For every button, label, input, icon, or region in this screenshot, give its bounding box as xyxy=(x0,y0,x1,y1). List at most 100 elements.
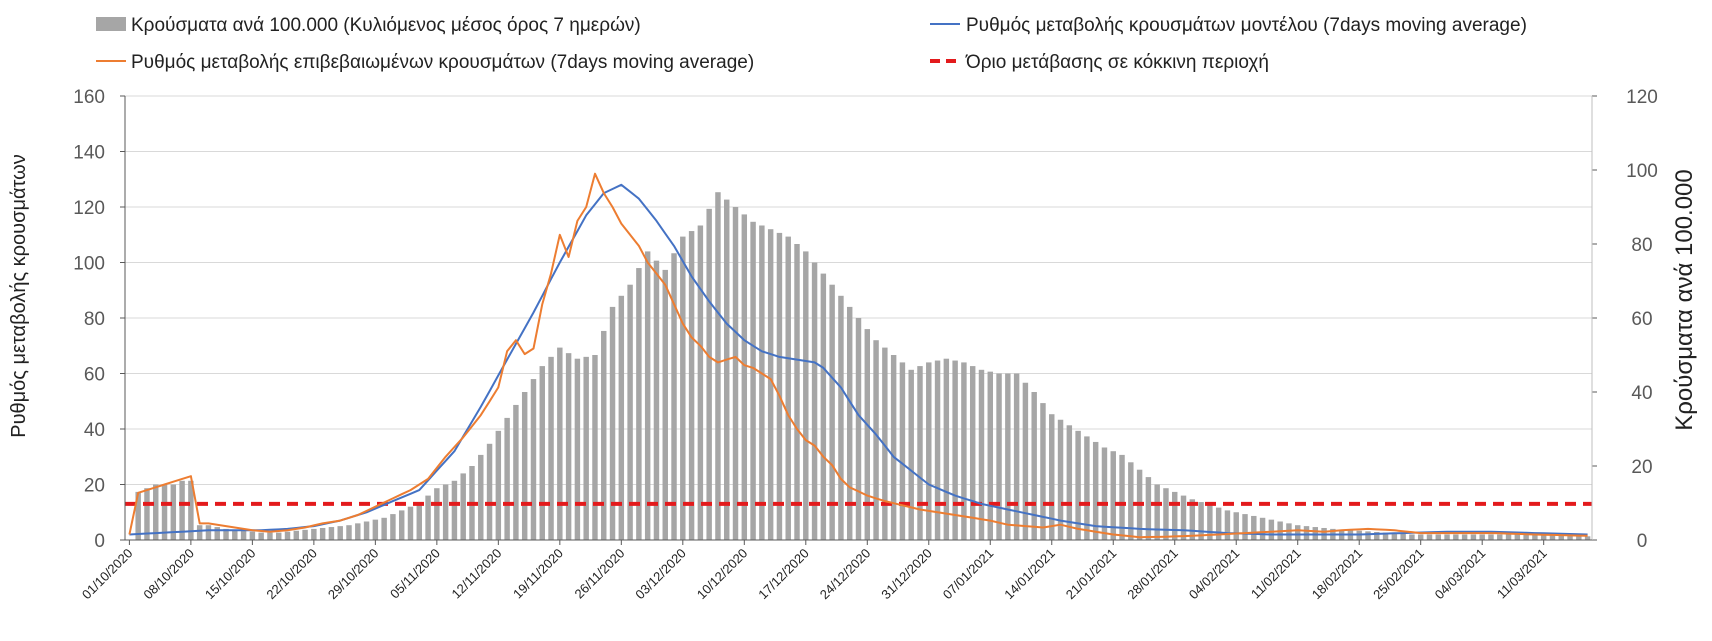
y-left-tick-label: 120 xyxy=(73,198,105,219)
y-left-tick-label: 100 xyxy=(73,254,105,275)
x-tick-label: 15/10/2020 xyxy=(202,546,259,603)
bar xyxy=(1180,495,1187,540)
bar xyxy=(557,347,563,540)
bar xyxy=(1154,484,1160,540)
bar xyxy=(1382,532,1389,540)
x-tick-label: 01/10/2020 xyxy=(79,546,136,603)
bar xyxy=(1365,531,1371,540)
bar xyxy=(188,480,194,540)
x-tick-label: 12/11/2020 xyxy=(449,546,505,602)
bar xyxy=(899,362,906,540)
bar xyxy=(398,510,405,540)
bar xyxy=(846,306,853,540)
bar xyxy=(1268,519,1275,540)
bar xyxy=(785,236,791,540)
confirmed-rate-line xyxy=(128,172,1588,539)
x-tick-label: 04/02/2021 xyxy=(1186,546,1243,603)
bar xyxy=(926,362,932,540)
bar xyxy=(1207,504,1213,540)
bar xyxy=(135,491,141,540)
bar xyxy=(486,443,493,540)
bar xyxy=(513,404,519,540)
bar xyxy=(504,417,510,540)
bar xyxy=(1092,441,1099,540)
bar xyxy=(767,229,774,540)
bar xyxy=(390,514,396,540)
bar xyxy=(372,519,379,540)
bar xyxy=(346,525,352,540)
y-right-axis-title: Κρούσματα ανά 100.000 xyxy=(1671,169,1698,431)
bar xyxy=(407,506,414,540)
bar xyxy=(1374,531,1380,540)
bar xyxy=(1426,534,1433,540)
bar xyxy=(258,532,264,540)
bar xyxy=(820,273,827,540)
bar xyxy=(1444,534,1450,540)
bar xyxy=(741,214,748,540)
y-left-tick-label: 60 xyxy=(84,365,105,386)
x-tick-label: 14/01/2021 xyxy=(1001,546,1058,603)
bar xyxy=(1479,534,1485,540)
bar xyxy=(1488,534,1494,540)
bar xyxy=(1497,534,1503,540)
bar xyxy=(144,488,150,540)
bar xyxy=(1294,525,1301,540)
bar xyxy=(759,225,765,540)
model-rate-line xyxy=(129,183,1588,536)
bar xyxy=(1119,454,1125,540)
bar xyxy=(337,526,343,540)
bar xyxy=(1558,535,1564,540)
bar xyxy=(908,369,914,540)
bar xyxy=(1198,502,1204,540)
legend-label-bars: Κρούσματα ανά 100.000 (Κυλιόμενος μέσος … xyxy=(131,15,641,36)
bar xyxy=(1505,534,1512,540)
bar xyxy=(1409,534,1415,540)
bar xyxy=(1128,462,1134,540)
bar xyxy=(1057,419,1064,540)
bar xyxy=(618,295,625,540)
bar xyxy=(1163,488,1169,540)
x-tick-label: 19/11/2020 xyxy=(510,546,566,602)
bar xyxy=(750,221,756,541)
bar xyxy=(302,529,308,540)
bar xyxy=(381,517,387,540)
bar xyxy=(732,207,739,540)
y-left-tick-label: 140 xyxy=(73,143,105,164)
bar xyxy=(636,268,642,540)
legend-label-confirmed: Ρυθμός μεταβολής επιβεβαιωμένων κρουσμάτ… xyxy=(131,52,754,73)
bar xyxy=(249,531,256,540)
bar xyxy=(697,225,704,540)
bar xyxy=(1110,451,1116,540)
bar xyxy=(715,192,721,540)
x-tick-label: 22/10/2020 xyxy=(263,546,320,603)
bar xyxy=(1242,514,1248,540)
x-tick-label: 18/02/2021 xyxy=(1309,546,1366,603)
bar xyxy=(583,356,589,540)
x-tick-label: 21/01/2021 xyxy=(1063,546,1120,603)
bar xyxy=(1022,382,1029,540)
x-tick-label: 28/01/2021 xyxy=(1124,546,1181,603)
y-right-tick-label: 100 xyxy=(1626,161,1658,182)
y-left-tick-label: 40 xyxy=(84,420,105,441)
y-left-axis-title: Ρυθμός μεταβολής κρουσμάτων xyxy=(8,154,30,438)
bar xyxy=(601,330,607,540)
x-tick-label: 25/02/2021 xyxy=(1370,546,1427,603)
x-tick-label: 29/10/2020 xyxy=(325,546,382,603)
y-right-tick-label: 60 xyxy=(1631,309,1652,330)
bar xyxy=(170,484,177,540)
bar xyxy=(1233,512,1239,540)
x-tick-label: 31/12/2020 xyxy=(878,546,935,603)
y-left-tick-label: 20 xyxy=(84,476,105,497)
x-tick-label: 04/03/2021 xyxy=(1432,546,1489,603)
bar xyxy=(521,392,528,540)
bar xyxy=(680,236,686,540)
bar xyxy=(179,480,185,540)
bar xyxy=(671,253,677,540)
x-tick-label: 17/12/2020 xyxy=(755,546,812,603)
bar xyxy=(460,473,466,540)
legend: Κρούσματα ανά 100.000 (Κυλιόμενος μέσος … xyxy=(96,15,1527,73)
bar xyxy=(811,262,818,540)
bar xyxy=(724,199,730,540)
bar xyxy=(1532,534,1538,540)
bar xyxy=(196,525,203,540)
